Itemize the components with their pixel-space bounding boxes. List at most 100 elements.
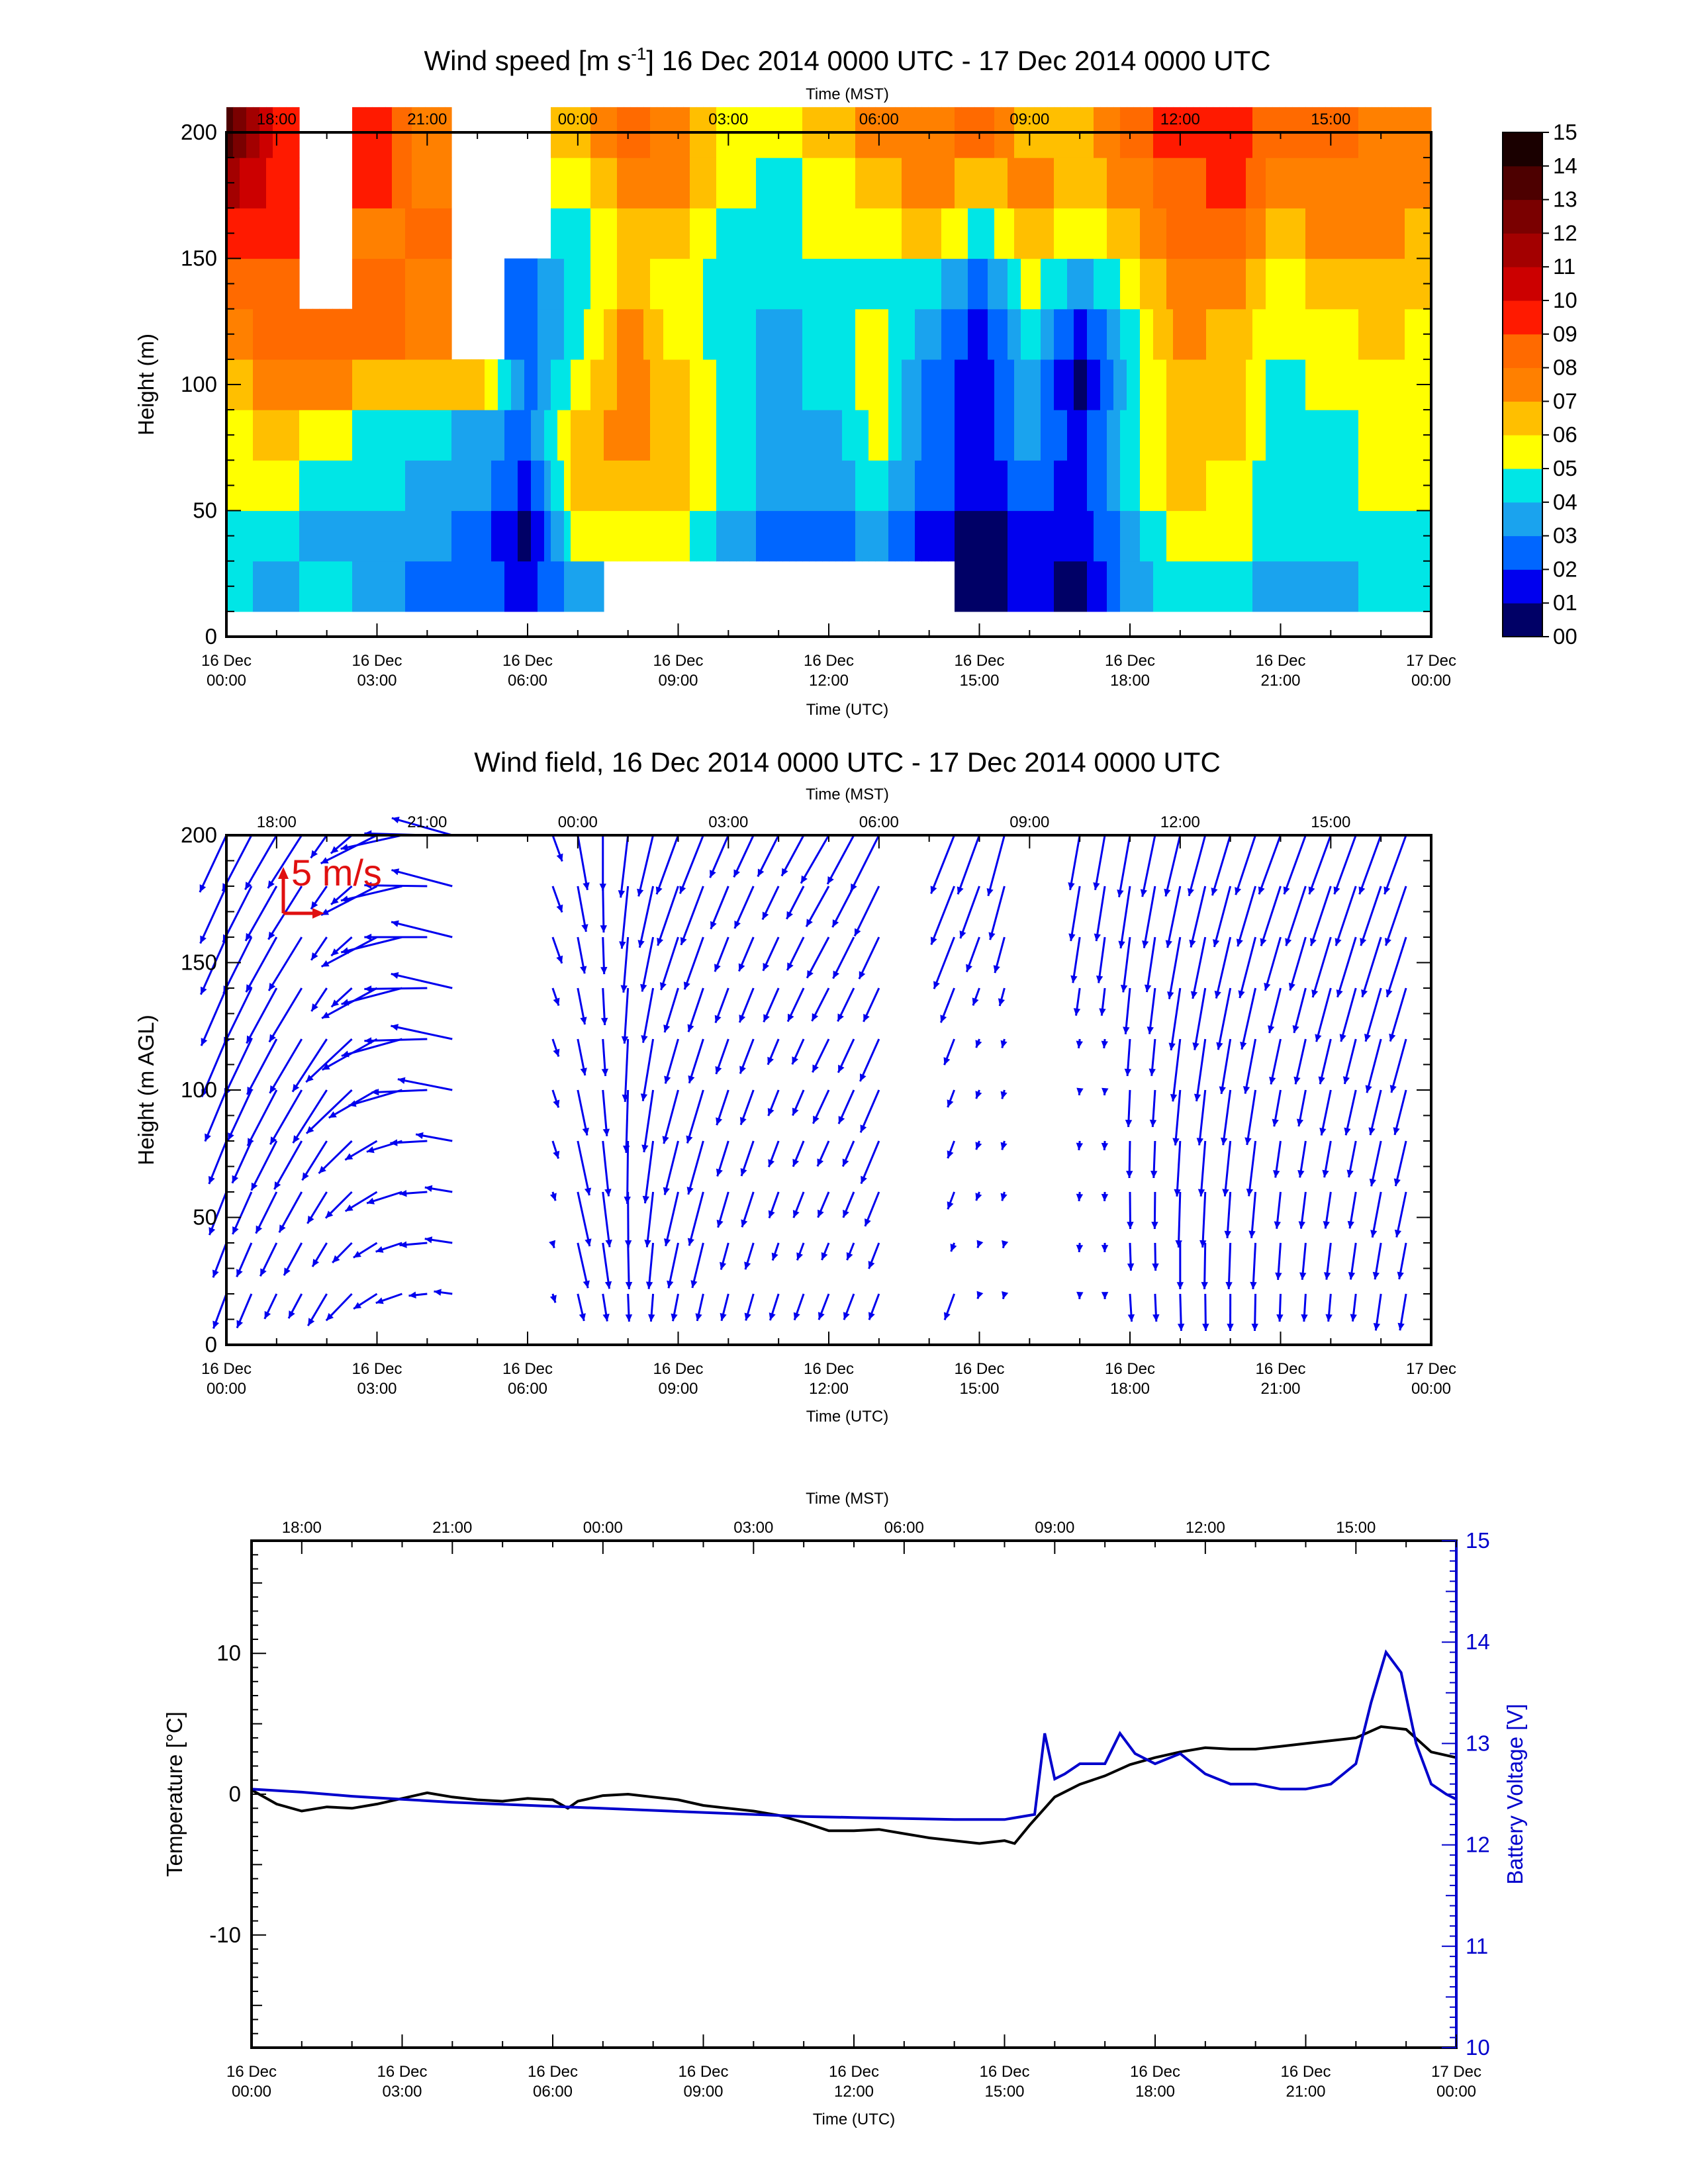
- wind-vector-head: [966, 964, 972, 972]
- heat-cell: [1365, 258, 1372, 310]
- heat-cell: [677, 208, 684, 259]
- wind-vector: [858, 936, 880, 979]
- heat-cell: [796, 410, 803, 461]
- heat-cell: [1312, 510, 1319, 562]
- heat-cell: [352, 208, 359, 259]
- heat-cell: [1299, 510, 1306, 562]
- heat-cell: [1358, 359, 1366, 410]
- heat-cell: [981, 208, 988, 259]
- wind-vector-head: [1372, 1271, 1380, 1280]
- heat-cell: [359, 308, 366, 360]
- heat-cell: [597, 308, 604, 360]
- heat-cell: [1113, 158, 1121, 208]
- heat-cell: [1199, 510, 1207, 562]
- heat-cell: [882, 308, 889, 360]
- wind-vector-head: [1333, 886, 1340, 895]
- heat-cell: [822, 510, 829, 562]
- wind-vector: [318, 1140, 353, 1174]
- heat-cell: [306, 308, 313, 360]
- heat-cell: [511, 359, 518, 410]
- heat-cell: [643, 258, 651, 310]
- heat-cell: [445, 158, 452, 208]
- heat-cell: [293, 158, 300, 208]
- heat-cell: [604, 158, 611, 208]
- wind-vector-head: [580, 966, 587, 974]
- heat-cell: [365, 208, 373, 259]
- mst-tick-label: 12:00: [1160, 111, 1200, 128]
- heat-cell: [988, 258, 995, 310]
- heat-cell: [1391, 561, 1399, 612]
- heat-cell: [590, 308, 598, 360]
- heat-cell: [849, 158, 856, 208]
- heat-cell: [835, 510, 843, 562]
- heat-cell: [1239, 410, 1246, 461]
- heat-cell: [1107, 510, 1114, 562]
- wind-vector-head: [1168, 1042, 1176, 1050]
- utc-tick-label-day: 16 Dec: [1255, 1360, 1305, 1378]
- heat-cell: [1266, 460, 1273, 512]
- heat-cell: [1398, 510, 1405, 562]
- heat-cell: [1100, 208, 1107, 259]
- heat-cell: [988, 561, 995, 612]
- heat-cell: [736, 308, 743, 360]
- heat-cell: [1266, 359, 1273, 410]
- heat-cell: [1405, 158, 1412, 208]
- heat-cell: [842, 208, 849, 259]
- wind-vector-head: [679, 886, 686, 894]
- heat-cell: [670, 510, 677, 562]
- heat-cell: [941, 410, 949, 461]
- vector-scale-label: 5 m/s: [291, 852, 382, 893]
- heat-cell: [531, 561, 538, 612]
- wind-vector-head: [1394, 1229, 1402, 1238]
- wind-vector-head: [1000, 1193, 1008, 1201]
- wind-vector-head: [1000, 1142, 1008, 1150]
- heat-cell: [677, 308, 684, 360]
- heat-cell: [306, 460, 313, 512]
- heat-cell: [796, 308, 803, 360]
- utc-tick-label-day: 16 Dec: [979, 2063, 1029, 2081]
- heat-cell: [1219, 258, 1227, 310]
- heat-cell: [597, 410, 604, 461]
- heat-cell: [1147, 258, 1154, 310]
- heat-cell: [1034, 158, 1041, 208]
- heat-cell: [630, 510, 637, 562]
- heat-cell: [1338, 410, 1346, 461]
- heat-cell: [1180, 158, 1187, 208]
- heat-cell: [1338, 308, 1346, 360]
- heat-cell: [763, 208, 770, 259]
- heat-cell: [690, 359, 697, 410]
- wind-vector-head: [671, 1313, 678, 1322]
- heat-cell: [670, 460, 677, 512]
- heat-cell: [319, 308, 326, 360]
- wind-vector: [641, 936, 655, 992]
- utc-tick-label-day: 16 Dec: [201, 1360, 252, 1378]
- wind-vector-head: [1199, 1240, 1207, 1248]
- heat-cell: [339, 410, 346, 461]
- heat-cell: [359, 158, 366, 208]
- heat-cell: [412, 460, 419, 512]
- y-tick-label: 100: [181, 1077, 217, 1102]
- wind-vector-head: [933, 981, 940, 989]
- heat-cell: [1299, 410, 1306, 461]
- heat-cell: [1120, 359, 1127, 410]
- heat-cell: [895, 410, 902, 461]
- wind-vector-head: [640, 1093, 648, 1101]
- heat-cell: [372, 510, 379, 562]
- wind-vector-head: [1308, 886, 1315, 895]
- heat-cell: [1080, 561, 1088, 612]
- heat-cell: [1325, 359, 1333, 410]
- utc-tick-label-time: 00:00: [1436, 2083, 1476, 2101]
- heat-cell: [1180, 510, 1187, 562]
- heat-cell: [1147, 208, 1154, 259]
- heat-cell: [538, 359, 545, 410]
- heat-cell: [1173, 410, 1180, 461]
- heat-cell: [365, 460, 373, 512]
- heat-cell: [961, 359, 968, 410]
- heat-cell: [392, 258, 399, 310]
- colorbar-label: 03: [1553, 523, 1577, 548]
- wind-vector: [1188, 835, 1207, 897]
- wind-vector: [1119, 886, 1131, 949]
- heat-cell: [1358, 258, 1366, 310]
- wind-vector-head: [620, 985, 628, 993]
